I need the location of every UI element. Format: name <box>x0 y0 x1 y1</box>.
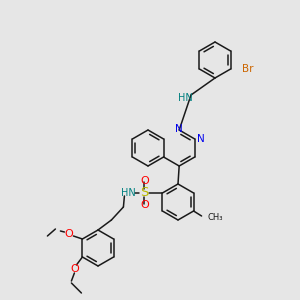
Text: O: O <box>70 264 79 274</box>
Text: CH₃: CH₃ <box>208 214 223 223</box>
Text: O: O <box>140 200 149 210</box>
Text: HN: HN <box>121 188 136 198</box>
Text: N: N <box>175 124 183 134</box>
Text: Br: Br <box>242 64 253 74</box>
Text: S: S <box>140 187 148 200</box>
Text: HN: HN <box>178 93 192 103</box>
Text: O: O <box>140 176 149 186</box>
Text: N: N <box>197 134 205 144</box>
Text: O: O <box>64 229 73 239</box>
